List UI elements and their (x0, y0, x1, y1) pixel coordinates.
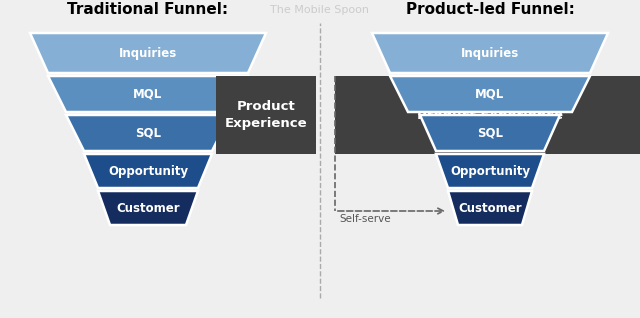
Polygon shape (448, 191, 532, 225)
Polygon shape (66, 115, 230, 151)
Polygon shape (420, 115, 560, 151)
Polygon shape (390, 76, 590, 112)
Text: Opportunity: Opportunity (108, 164, 188, 177)
Text: The Mobile Spoon: The Mobile Spoon (271, 5, 369, 15)
Text: SQL: SQL (477, 127, 503, 140)
FancyBboxPatch shape (216, 76, 316, 154)
Polygon shape (30, 33, 266, 73)
Text: Traditional Funnel:: Traditional Funnel: (67, 3, 228, 17)
Polygon shape (84, 154, 212, 188)
Polygon shape (48, 76, 248, 112)
Polygon shape (436, 154, 544, 188)
Text: MQL: MQL (476, 87, 504, 100)
Text: Self-serve: Self-serve (339, 214, 390, 224)
Text: Product-led Funnel:: Product-led Funnel: (406, 3, 575, 17)
Text: MQL: MQL (133, 87, 163, 100)
Polygon shape (98, 191, 198, 225)
Polygon shape (372, 33, 608, 73)
Text: Inquiries: Inquiries (119, 46, 177, 59)
Text: SQL: SQL (135, 127, 161, 140)
Text: Inquiries: Inquiries (461, 46, 519, 59)
FancyBboxPatch shape (335, 76, 640, 154)
Text: Opportunity: Opportunity (450, 164, 530, 177)
Text: Product
Experience: Product Experience (225, 100, 307, 130)
Text: Customer: Customer (116, 202, 180, 215)
Text: Product Experience: Product Experience (417, 108, 563, 121)
Text: Customer: Customer (458, 202, 522, 215)
